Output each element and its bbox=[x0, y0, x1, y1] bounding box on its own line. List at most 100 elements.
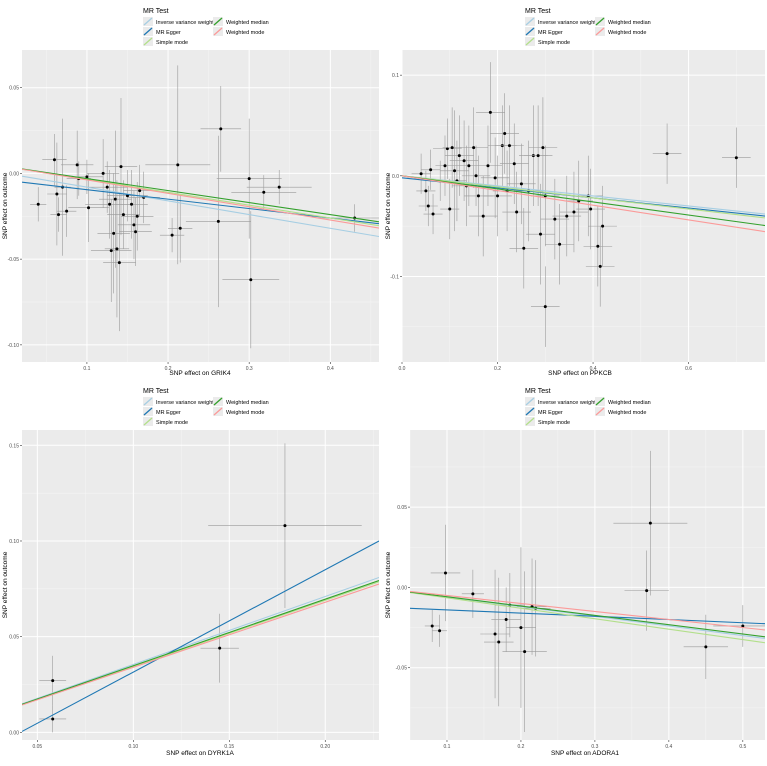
data-point-46 bbox=[576, 168, 605, 250]
data-point-10 bbox=[442, 107, 462, 188]
legend-label-egger: MR Egger bbox=[538, 30, 563, 36]
data-point-14 bbox=[90, 199, 132, 302]
point-marker bbox=[558, 242, 562, 246]
point-marker bbox=[496, 194, 500, 198]
data-point-2 bbox=[416, 170, 436, 212]
y-tick-label: 0.00 bbox=[9, 730, 19, 736]
x-tick-label: 0.4 bbox=[665, 744, 672, 750]
legend-label-wmedian: Weighted median bbox=[608, 400, 651, 406]
point-marker bbox=[553, 217, 557, 221]
point-marker bbox=[249, 278, 253, 282]
legend-label-simple: Simple mode bbox=[538, 420, 570, 426]
regression-line-wmedian bbox=[22, 168, 379, 223]
point-marker bbox=[105, 185, 109, 189]
legend-item-simple: Simple mode bbox=[143, 417, 188, 426]
data-point-33 bbox=[216, 118, 282, 239]
x-tick-label: 0.2 bbox=[517, 744, 524, 750]
x-axis-label: SNP effect on GRIK4 bbox=[169, 370, 231, 377]
point-marker bbox=[113, 197, 117, 201]
point-marker bbox=[112, 231, 116, 235]
y-tick-label: 0.05 bbox=[397, 505, 407, 511]
point-marker bbox=[431, 212, 435, 216]
x-tick-label: 0.3 bbox=[246, 366, 253, 372]
point-marker bbox=[565, 214, 569, 218]
legend-label-wmedian: Weighted median bbox=[226, 400, 269, 406]
legend: MR Test Inverse variance weighted Weighted… bbox=[143, 388, 269, 426]
data-point-1 bbox=[30, 187, 47, 222]
legend-title: MR Test bbox=[525, 8, 551, 15]
x-tick-label: 0.20 bbox=[320, 744, 330, 750]
point-marker bbox=[419, 172, 423, 176]
point-marker bbox=[283, 524, 287, 528]
legend-item-ivw: Inverse variance weighted bbox=[143, 17, 220, 26]
legend-key-simple bbox=[525, 417, 535, 426]
legend-label-egger: MR Egger bbox=[156, 410, 181, 416]
plot-background bbox=[402, 50, 765, 362]
data-point-10 bbox=[68, 173, 109, 242]
legend-key-wmode bbox=[595, 407, 605, 416]
data-point-30 bbox=[502, 171, 531, 253]
point-marker bbox=[55, 192, 59, 196]
regression-line-wmedian bbox=[410, 591, 765, 638]
data-point-19 bbox=[104, 98, 138, 236]
legend-item-wmode: Weighted mode bbox=[595, 27, 646, 36]
x-axis-label: SNP effect on ADORA1 bbox=[551, 750, 619, 757]
data-point-7 bbox=[60, 130, 94, 200]
legend-label-wmode: Weighted mode bbox=[226, 30, 264, 36]
data-point-35 bbox=[231, 175, 297, 210]
legend-key-wmedian bbox=[595, 397, 605, 406]
legend-key-egger bbox=[525, 407, 535, 416]
data-point-1 bbox=[424, 609, 440, 643]
legend-item-egger: MR Egger bbox=[525, 27, 563, 36]
legend-key-wmode bbox=[595, 27, 605, 36]
point-marker bbox=[132, 223, 136, 227]
y-tick-label: 0.10 bbox=[9, 539, 19, 545]
x-tick-label: 0.2 bbox=[494, 366, 501, 372]
data-point-4 bbox=[208, 443, 362, 608]
legend-item-wmode: Weighted mode bbox=[213, 27, 264, 36]
legend-item-egger: MR Egger bbox=[143, 27, 181, 36]
data-point-51 bbox=[722, 127, 751, 188]
point-marker bbox=[426, 204, 430, 208]
data-point-25 bbox=[120, 182, 154, 251]
x-axis-label: SNP effect on PPKCB bbox=[548, 370, 612, 377]
data-point-36 bbox=[526, 183, 555, 285]
y-tick-label: -0.10 bbox=[8, 343, 20, 349]
point-marker bbox=[519, 182, 523, 186]
legend-key-wmedian bbox=[213, 17, 223, 26]
legend-key-wmedian bbox=[595, 17, 605, 26]
legend-item-wmode: Weighted mode bbox=[595, 407, 646, 416]
legend-item-simple: Simple mode bbox=[525, 37, 570, 46]
legend-item-simple: Simple mode bbox=[525, 417, 570, 426]
y-tick-label: 0.0 bbox=[392, 174, 399, 180]
data-point-24 bbox=[119, 197, 152, 266]
point-marker bbox=[504, 618, 508, 622]
point-marker bbox=[488, 110, 492, 114]
data-point-3 bbox=[200, 613, 239, 683]
data-point-7 bbox=[491, 587, 521, 652]
point-marker bbox=[438, 629, 442, 633]
data-point-7 bbox=[435, 135, 455, 196]
regression-line-ivw bbox=[402, 175, 765, 215]
point-marker bbox=[262, 190, 266, 194]
point-marker bbox=[572, 210, 576, 214]
y-tick-label: 0.1 bbox=[392, 73, 399, 79]
data-layer bbox=[22, 443, 379, 733]
data-point-29 bbox=[145, 65, 211, 265]
point-marker bbox=[36, 202, 40, 206]
legend-item-wmedian: Weighted median bbox=[213, 17, 269, 26]
point-marker bbox=[512, 162, 516, 166]
data-point-28 bbox=[495, 105, 524, 186]
point-marker bbox=[130, 202, 134, 206]
data-point-34 bbox=[222, 211, 280, 349]
point-marker bbox=[541, 146, 545, 150]
data-point-47 bbox=[583, 206, 613, 287]
point-marker bbox=[522, 246, 526, 250]
point-marker bbox=[85, 175, 89, 179]
data-point-48 bbox=[585, 226, 615, 307]
legend-label-wmode: Weighted mode bbox=[608, 30, 646, 36]
data-point-31 bbox=[200, 86, 242, 172]
data-point-5 bbox=[423, 193, 443, 235]
point-marker bbox=[539, 232, 543, 236]
legend-label-simple: Simple mode bbox=[538, 40, 570, 46]
